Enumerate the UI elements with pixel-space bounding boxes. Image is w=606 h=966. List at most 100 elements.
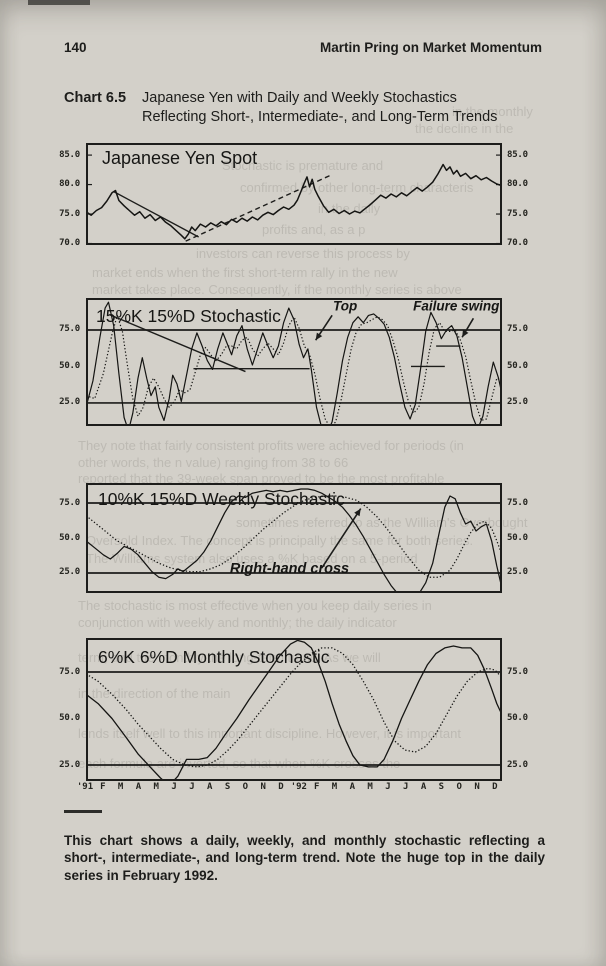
x-axis-label: M bbox=[367, 782, 373, 792]
x-axis-label: O bbox=[456, 782, 462, 792]
annotation-arrowhead bbox=[315, 332, 323, 341]
y-axis-label: 75.0 bbox=[59, 497, 80, 508]
ghost-text-line: They note that fairly consistent profits… bbox=[78, 438, 464, 453]
k-line bbox=[88, 488, 500, 591]
weekly-stochastic-panel-title: 10%K 15%D Weekly Stochastic bbox=[98, 489, 345, 509]
x-axis-label: J bbox=[171, 782, 177, 792]
chart-title-block: Chart 6.5 Japanese Yen with Daily and We… bbox=[64, 89, 554, 126]
y-axis-label: 25.0 bbox=[507, 759, 528, 770]
x-axis-label: F bbox=[100, 782, 106, 792]
ghost-text-line: conjunction with weekly and monthly; the… bbox=[78, 615, 397, 630]
running-head: Martin Pring on Market Momentum bbox=[319, 40, 542, 55]
y-axis-label: 70.0 bbox=[507, 238, 528, 249]
y-axis-label: 75.0 bbox=[507, 208, 528, 219]
y-axis-label: 50.0 bbox=[59, 360, 80, 371]
weekly-stochastic-panel: Right-hand cross 10%K 15%D Weekly Stochas… bbox=[86, 483, 502, 593]
monthly-stochastic-panel: 6%K 6%D Monthly Stochastic bbox=[86, 638, 502, 781]
ghost-text-line: reported that the 39-week span proved to… bbox=[78, 471, 445, 486]
daily-price-panel: Japanese Yen Spot bbox=[86, 143, 502, 245]
ghost-text-line: confirmed by other long-term characteris bbox=[240, 180, 474, 195]
y-axis-label: 25.0 bbox=[507, 397, 528, 408]
trendline bbox=[113, 191, 199, 238]
y-axis-label: 75.0 bbox=[507, 324, 528, 335]
ghost-text-line: market takes place. Consequently, if the… bbox=[92, 282, 462, 297]
x-axis-label: N bbox=[260, 782, 266, 792]
monthly-stochastic-panel-title: 6%K 6%D Monthly Stochastic bbox=[98, 647, 330, 667]
d-line bbox=[88, 495, 500, 578]
x-axis-label: A bbox=[349, 782, 356, 792]
y-axis-label: 75.0 bbox=[59, 324, 80, 335]
ghost-text-line: The stochastic is most effective when yo… bbox=[78, 598, 432, 613]
annotation-label: Failure swing bbox=[413, 300, 500, 313]
x-axis-label: S bbox=[224, 782, 231, 792]
ghost-text-line: in the monthly bbox=[452, 104, 533, 119]
ghost-text-line: Oversold Index. The concept is principal… bbox=[86, 533, 474, 548]
annotation-arrow-line bbox=[321, 508, 362, 569]
chart-title-line1: Japanese Yen with Daily and Weekly Stoch… bbox=[142, 90, 457, 106]
x-axis-label: A bbox=[135, 782, 142, 792]
x-axis-label: '91 bbox=[76, 782, 94, 792]
y-axis-label: 70.0 bbox=[59, 238, 80, 249]
x-axis-label: J bbox=[385, 782, 391, 792]
ghost-text-line: investors can reverse this process by bbox=[196, 246, 410, 261]
figure-caption: This chart shows a daily, weekly, and mo… bbox=[64, 832, 545, 883]
daily-price-panel-plot bbox=[88, 154, 500, 243]
d-line bbox=[88, 314, 500, 424]
y-axis-label: 75.0 bbox=[59, 666, 80, 677]
y-axis-label: 25.0 bbox=[59, 567, 80, 578]
daily-stochastic-panel: Top Failure swing 15%K 15%D Stochastic bbox=[86, 298, 502, 426]
trendline bbox=[109, 313, 246, 373]
daily-stochastic-panel-title: 15%K 15%D Stochastic bbox=[96, 306, 281, 326]
y-axis-label: 25.0 bbox=[507, 567, 528, 578]
x-axis-label: A bbox=[420, 782, 427, 792]
ghost-text-line: in the direction of the main bbox=[78, 686, 231, 701]
x-axis-label: O bbox=[242, 782, 249, 792]
ghost-text-line: in the daily bbox=[318, 201, 381, 216]
y-axis-label: 50.0 bbox=[59, 532, 80, 543]
y-axis-label: 25.0 bbox=[59, 759, 80, 770]
ghost-text-line: term, and the monthly the long-term tren… bbox=[78, 650, 381, 665]
ghost-text-line: each formula are inverted, so that when … bbox=[78, 756, 401, 771]
x-axis-label: A bbox=[207, 782, 213, 792]
ghost-text-line: lends itself well to this important disc… bbox=[78, 726, 461, 741]
ghost-text-line: the decline in the bbox=[415, 121, 514, 136]
y-axis-label: 75.0 bbox=[59, 208, 80, 219]
x-axis-label: M bbox=[153, 782, 159, 792]
y-axis-label: 85.0 bbox=[59, 149, 80, 160]
y-axis-label: 85.0 bbox=[507, 149, 528, 160]
x-axis-label: S bbox=[438, 782, 445, 792]
page-header: 140 Martin Pring on Market Momentum bbox=[64, 40, 542, 55]
weekly-stochastic-panel-plot: Right-hand cross bbox=[88, 488, 500, 591]
x-axis-label: D bbox=[492, 782, 498, 792]
x-axis-label: N bbox=[474, 782, 480, 792]
annotation-arrowhead bbox=[462, 329, 469, 338]
y-axis-label: 25.0 bbox=[59, 397, 80, 408]
price-line bbox=[88, 163, 500, 240]
x-axis-label: J bbox=[403, 782, 409, 792]
x-axis-label: J bbox=[189, 782, 195, 792]
chart-label: Chart 6.5 bbox=[64, 90, 127, 106]
y-axis-label: 75.0 bbox=[507, 497, 528, 508]
y-axis-label: 50.0 bbox=[507, 713, 528, 724]
annotation-label: Top bbox=[333, 300, 357, 313]
y-axis-label: 50.0 bbox=[507, 532, 528, 543]
annotation-arrowhead bbox=[354, 508, 361, 517]
page-number: 140 bbox=[64, 40, 87, 55]
ghost-text-line: profits and, as a p bbox=[262, 222, 366, 237]
x-axis-label: F bbox=[313, 782, 320, 792]
x-axis-label: M bbox=[331, 782, 338, 792]
y-axis-label: 75.0 bbox=[507, 666, 528, 677]
y-axis-label: 80.0 bbox=[59, 179, 80, 190]
chart-title-line2: Reflecting Short-, Intermediate-, and Lo… bbox=[142, 108, 498, 125]
ghost-text-line: market ends when the first short-term ra… bbox=[92, 265, 398, 280]
caption-rule bbox=[64, 810, 102, 813]
y-axis-label: 50.0 bbox=[59, 713, 80, 724]
k-line bbox=[88, 301, 500, 424]
monthly-stochastic-panel-plot bbox=[88, 640, 500, 779]
y-axis-label: 80.0 bbox=[507, 179, 528, 190]
daily-price-panel-title: Japanese Yen Spot bbox=[102, 148, 258, 168]
x-axis-label: '92 bbox=[290, 782, 307, 792]
y-axis-label: 50.0 bbox=[507, 360, 528, 371]
ghost-text-line: Stochastic is premature and bbox=[222, 158, 384, 173]
